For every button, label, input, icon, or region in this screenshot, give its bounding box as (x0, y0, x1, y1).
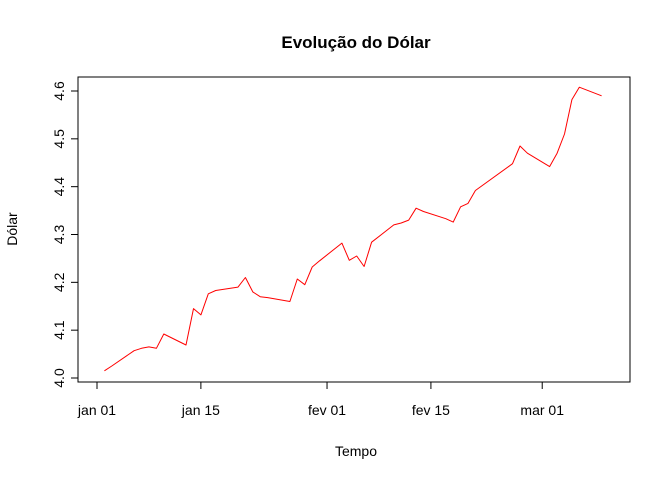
data-point (549, 166, 550, 167)
data-point (467, 203, 468, 204)
x-tick-label: mar 01 (520, 402, 564, 418)
data-point (319, 260, 320, 261)
data-point (415, 208, 416, 209)
x-tick-label: fev 01 (308, 402, 346, 418)
data-point (556, 153, 557, 154)
data-point (601, 95, 602, 96)
data-point (371, 242, 372, 243)
chart-title: Evolução do Dólar (281, 33, 431, 52)
data-point (104, 370, 105, 371)
data-point (156, 348, 157, 349)
series-group (104, 86, 602, 372)
x-tick-label: jan 15 (181, 402, 220, 418)
data-point (289, 301, 290, 302)
data-point (512, 163, 513, 164)
data-point (312, 266, 313, 267)
data-point (519, 145, 520, 146)
data-point (393, 224, 394, 225)
data-point (163, 333, 164, 334)
data-point (401, 222, 402, 223)
data-point (215, 290, 216, 291)
data-point (475, 190, 476, 191)
data-point (252, 291, 253, 292)
data-point (356, 255, 357, 256)
data-point (208, 293, 209, 294)
data-point (579, 87, 580, 88)
y-axis: 4.0 4.1 4.2 4.3 4.4 4.5 4.6 (51, 81, 79, 388)
data-point (185, 344, 186, 345)
y-tick-label: 4.0 (51, 368, 67, 388)
x-tick-label: jan 01 (77, 402, 116, 418)
y-tick-label: 4.2 (51, 272, 67, 292)
data-point (341, 243, 342, 244)
data-point (260, 296, 261, 297)
y-tick-label: 4.4 (51, 177, 67, 197)
data-point (141, 348, 142, 349)
data-point (148, 346, 149, 347)
data-point (445, 218, 446, 219)
data-point (349, 260, 350, 261)
data-point (267, 297, 268, 298)
y-tick-label: 4.6 (51, 81, 67, 101)
data-point (304, 284, 305, 285)
data-point (237, 287, 238, 288)
data-point (527, 153, 528, 154)
data-point (297, 278, 298, 279)
series-line-0 (104, 86, 602, 372)
y-axis-label: Dólar (4, 212, 20, 246)
data-point (245, 277, 246, 278)
data-point (111, 365, 112, 366)
data-point (200, 314, 201, 315)
data-point (408, 220, 409, 221)
y-tick-label: 4.3 (51, 225, 67, 245)
y-tick-label: 4.1 (51, 320, 67, 340)
data-point (571, 99, 572, 100)
data-point (564, 133, 565, 134)
x-axis-label: Tempo (335, 443, 377, 459)
data-point (364, 266, 365, 267)
data-point (453, 221, 454, 222)
data-point (193, 308, 194, 309)
plot-frame (77, 76, 631, 383)
y-tick-label: 4.5 (51, 129, 67, 149)
x-axis: jan 01 jan 15 fev 01 fev 15 mar 01 (77, 381, 564, 418)
data-point (134, 350, 135, 351)
data-point (460, 206, 461, 207)
x-tick-label: fev 15 (412, 402, 450, 418)
data-point (423, 211, 424, 212)
